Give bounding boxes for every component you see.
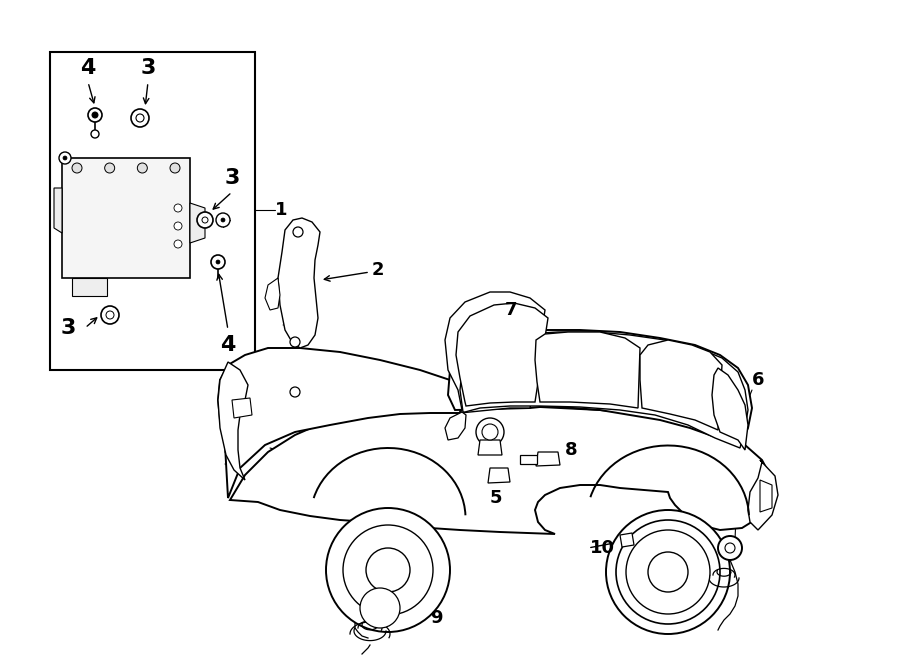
Circle shape — [361, 591, 395, 625]
Circle shape — [360, 588, 400, 628]
Circle shape — [326, 508, 450, 632]
Circle shape — [211, 255, 225, 269]
Circle shape — [131, 109, 149, 127]
Text: 3: 3 — [140, 58, 156, 78]
Bar — [50, 52, 255, 370]
Circle shape — [343, 525, 433, 615]
Polygon shape — [232, 398, 252, 418]
Text: 3: 3 — [60, 318, 76, 338]
Circle shape — [72, 163, 82, 173]
Text: 6: 6 — [752, 371, 764, 389]
Circle shape — [366, 548, 410, 592]
Polygon shape — [230, 407, 772, 534]
Text: 2: 2 — [372, 261, 384, 279]
Polygon shape — [54, 188, 62, 233]
Text: 7: 7 — [505, 301, 518, 319]
Text: 4: 4 — [220, 335, 236, 355]
Polygon shape — [760, 480, 772, 512]
Circle shape — [104, 163, 114, 173]
Circle shape — [136, 114, 144, 122]
Polygon shape — [488, 468, 510, 483]
Text: 1: 1 — [275, 201, 287, 219]
Polygon shape — [190, 203, 205, 243]
Circle shape — [626, 530, 710, 614]
Polygon shape — [520, 455, 537, 464]
Circle shape — [202, 217, 208, 223]
Circle shape — [88, 108, 102, 122]
Circle shape — [725, 543, 735, 553]
Circle shape — [174, 222, 182, 230]
Polygon shape — [478, 440, 502, 455]
Polygon shape — [445, 412, 466, 440]
Polygon shape — [265, 278, 280, 310]
Polygon shape — [456, 303, 548, 406]
Circle shape — [476, 418, 504, 446]
Polygon shape — [620, 533, 634, 547]
Polygon shape — [218, 362, 248, 480]
Circle shape — [648, 552, 688, 592]
Circle shape — [606, 510, 730, 634]
Circle shape — [290, 337, 300, 347]
Circle shape — [293, 227, 303, 237]
Polygon shape — [72, 278, 107, 296]
Polygon shape — [278, 218, 320, 348]
Circle shape — [290, 387, 300, 397]
Circle shape — [216, 213, 230, 227]
Circle shape — [365, 597, 387, 619]
Polygon shape — [448, 330, 752, 445]
Circle shape — [138, 163, 148, 173]
Circle shape — [718, 536, 742, 560]
Circle shape — [174, 240, 182, 248]
Circle shape — [174, 204, 182, 212]
Polygon shape — [712, 368, 748, 450]
Text: 8: 8 — [565, 441, 578, 459]
Text: 4: 4 — [80, 58, 95, 78]
Text: 3: 3 — [224, 168, 239, 188]
Polygon shape — [218, 348, 462, 498]
Circle shape — [197, 212, 213, 228]
Polygon shape — [62, 158, 190, 278]
Circle shape — [59, 152, 71, 164]
Circle shape — [482, 424, 498, 440]
Text: 10: 10 — [590, 539, 615, 557]
Text: 5: 5 — [490, 489, 502, 507]
Circle shape — [101, 306, 119, 324]
Circle shape — [91, 130, 99, 138]
Circle shape — [170, 163, 180, 173]
Polygon shape — [536, 452, 560, 466]
Circle shape — [363, 594, 391, 622]
Polygon shape — [535, 332, 640, 408]
Polygon shape — [640, 340, 722, 430]
Circle shape — [221, 218, 225, 222]
Text: 9: 9 — [430, 609, 443, 627]
Circle shape — [106, 311, 114, 319]
Circle shape — [216, 260, 220, 264]
Circle shape — [616, 520, 720, 624]
Polygon shape — [445, 292, 545, 413]
Polygon shape — [748, 460, 778, 530]
Polygon shape — [460, 332, 748, 448]
Circle shape — [63, 156, 67, 160]
Circle shape — [92, 112, 98, 118]
